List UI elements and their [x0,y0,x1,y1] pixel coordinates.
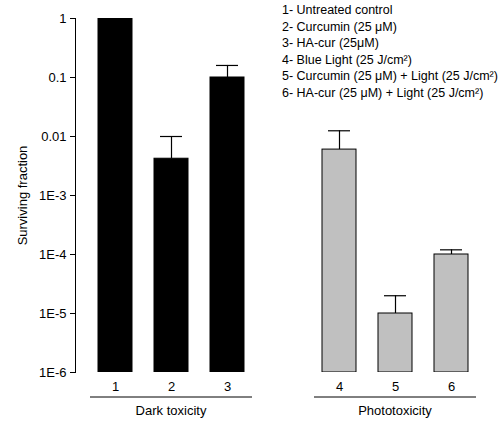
svg-text:1: 1 [59,11,66,26]
svg-text:1E-6: 1E-6 [39,365,66,380]
svg-text:1E-5: 1E-5 [39,306,66,321]
svg-text:Surviving fraction: Surviving fraction [15,146,30,246]
html-text:5- Curcumin (25 μM) + Light (2: 5- Curcumin (25 μM) + Light (25 J/cm²) [282,69,498,83]
svg-text:2: 2 [168,379,175,394]
html-text:2- Curcumin (25 μM): 2- Curcumin (25 μM) [282,19,397,34]
svg-text:4: 4 [336,379,343,394]
html-text:6- HA-cur (25 μM) + Light (25: 6- HA-cur (25 μM) + Light (25 J/cm²) [282,85,484,100]
svg-text:Dark toxicity: Dark toxicity [136,403,207,418]
svg-text:1E-4: 1E-4 [39,247,66,262]
svg-text:1E-3: 1E-3 [39,188,66,203]
svg-text:6: 6 [448,379,455,394]
svg-text:1: 1 [112,379,119,394]
svg-text:Phototoxicity: Phototoxicity [358,403,432,418]
svg-text:5: 5 [392,379,399,394]
html-text:1- Untreated control: 1- Untreated control [282,3,393,17]
html-text:3- HA-cur (25μM): 3- HA-cur (25μM) [282,36,379,50]
svg-text:0.01: 0.01 [41,129,66,144]
html-text:4- Blue Light (25 J/cm²): 4- Blue Light (25 J/cm²) [282,52,412,67]
svg-text:3: 3 [224,379,231,394]
svg-text:0.1: 0.1 [48,70,66,85]
